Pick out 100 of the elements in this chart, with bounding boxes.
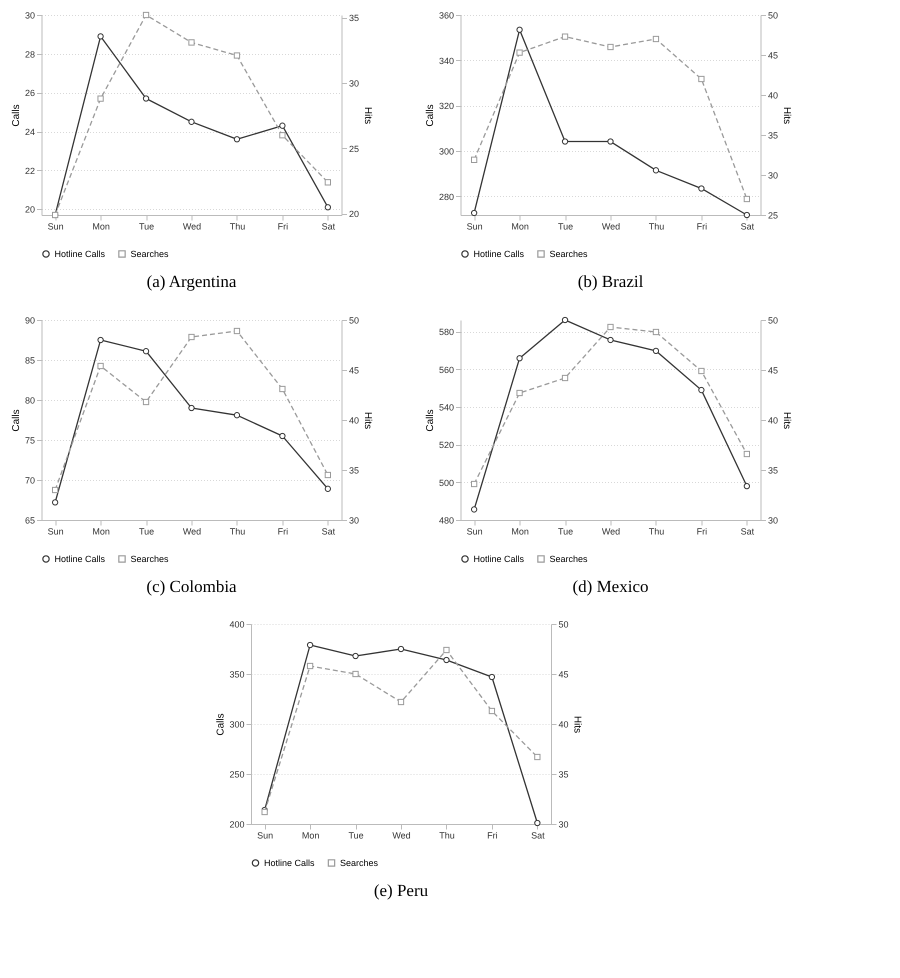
x-tick-label: Tue <box>138 222 154 232</box>
x-tick-label: Sat <box>740 526 755 536</box>
y-tick-label: 540 <box>438 402 454 413</box>
point <box>607 324 614 330</box>
y2-axis-title: Hits <box>781 412 792 430</box>
y-tick-label: 320 <box>438 101 454 112</box>
point <box>188 334 195 340</box>
point <box>562 374 568 382</box>
y2-tick-label: 40 <box>768 416 778 426</box>
x-tick-label: Sun <box>466 526 483 536</box>
y-tick-label: 300 <box>438 146 454 157</box>
x-tick-label: Sat <box>322 222 336 232</box>
point <box>744 212 750 218</box>
point <box>234 412 240 418</box>
x-tick-label: Mon <box>511 526 529 536</box>
point <box>652 328 660 336</box>
y2-axis-title: Hits <box>781 106 792 124</box>
x-tick-label: Wed <box>182 222 202 232</box>
legend-label: Searches <box>549 248 588 259</box>
legend-label: Searches <box>549 554 588 564</box>
x-tick-label: Sun <box>48 222 64 232</box>
x-tick-label: Thu <box>439 830 455 840</box>
y-tick-label: 30 <box>24 10 35 20</box>
legend-label: Hotline Calls <box>54 554 106 564</box>
y2-tick-label: 35 <box>558 770 569 780</box>
y-tick-label: 85 <box>24 356 35 366</box>
point <box>142 398 150 406</box>
point <box>744 196 750 202</box>
y-tick-label: 20 <box>24 204 35 215</box>
y2-tick-label: 35 <box>768 130 778 140</box>
y-tick-label: 70 <box>24 476 35 486</box>
x-tick-label: Tue <box>558 526 574 536</box>
point <box>470 156 478 163</box>
legend-label: Searches <box>130 248 170 259</box>
text: (d) Mexico <box>572 577 648 596</box>
point <box>398 698 404 706</box>
point <box>324 472 332 478</box>
point <box>470 210 478 216</box>
x-tick-label: Mon <box>511 222 529 232</box>
point <box>488 674 496 680</box>
point <box>652 348 660 354</box>
y-axis-title: Calls <box>424 104 436 127</box>
x-tick-label: Wed <box>602 526 620 536</box>
y-axis-title: Calls <box>10 104 22 127</box>
point <box>516 355 523 362</box>
point <box>516 390 523 396</box>
y2-axis-title: Hits <box>572 716 583 734</box>
y2-axis-title: Hits <box>362 412 374 430</box>
point <box>97 33 104 40</box>
y-tick-label: 400 <box>229 620 244 630</box>
text: (c) Colombia <box>146 577 238 596</box>
point <box>279 386 286 392</box>
point <box>470 480 478 488</box>
point <box>443 646 450 654</box>
y-tick-label: 65 <box>24 516 35 526</box>
legend-label: Searches <box>130 554 170 564</box>
y2-tick-label: 45 <box>768 366 778 376</box>
y-tick-label: 340 <box>438 56 454 66</box>
point <box>279 122 286 129</box>
point <box>562 316 568 324</box>
point <box>470 506 478 513</box>
point <box>516 49 523 56</box>
point <box>97 336 104 344</box>
point <box>534 754 541 760</box>
point <box>142 95 150 102</box>
legend-label: Hotline Calls <box>473 248 525 259</box>
y-tick-label: 350 <box>229 670 244 680</box>
y-tick-label: 280 <box>438 192 454 202</box>
y2-tick-label: 20 <box>348 209 360 220</box>
y2-tick-label: 40 <box>558 720 569 730</box>
x-tick-label: Thu <box>648 526 664 536</box>
x-tick-label: Fri <box>487 830 498 840</box>
x-tick-label: Thu <box>230 222 246 232</box>
point <box>188 39 195 46</box>
point <box>443 656 450 664</box>
y2-tick-label: 30 <box>768 170 778 180</box>
x-tick-label: Fri <box>696 222 708 232</box>
y-tick-label: 300 <box>229 720 244 730</box>
y-tick-label: 22 <box>24 166 35 176</box>
legend-label: Hotline Calls <box>264 858 316 868</box>
y-tick-label: 580 <box>438 327 454 338</box>
y-tick-label: 26 <box>24 88 35 98</box>
x-tick-label: Sun <box>257 830 274 840</box>
text: (b) Brazil <box>578 272 644 291</box>
x-tick-label: Fri <box>696 526 708 536</box>
y-axis-title: Calls <box>424 409 436 432</box>
y2-tick-label: 45 <box>558 670 569 680</box>
legend-label: Hotline Calls <box>54 248 106 259</box>
point <box>324 179 332 186</box>
x-tick-label: Sun <box>48 526 64 536</box>
y2-tick-label: 50 <box>768 316 778 326</box>
x-tick-label: Tue <box>558 222 574 232</box>
point <box>652 167 660 174</box>
text: (a) Argentina <box>146 272 237 291</box>
point <box>607 336 614 344</box>
point <box>279 132 286 138</box>
x-tick-label: Tue <box>138 526 154 536</box>
x-tick-label: Fri <box>278 526 288 536</box>
x-tick-label: Sat <box>740 222 755 232</box>
y2-tick-label: 40 <box>348 416 360 426</box>
